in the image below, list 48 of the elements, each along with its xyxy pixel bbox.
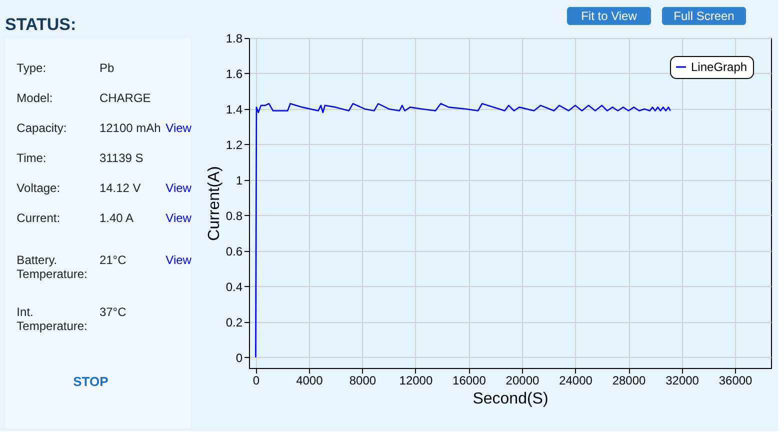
text: 21°C <box>99 253 127 267</box>
x-tick-label: 32000 <box>666 374 700 388</box>
x-tick-label: 24000 <box>559 374 593 388</box>
line-series <box>255 102 671 358</box>
y-axis-title: Current(A) <box>206 166 223 241</box>
text: View <box>166 211 192 225</box>
text: View <box>166 121 192 135</box>
x-axis-title: Second(S) <box>472 390 548 408</box>
text: Pb <box>99 61 114 75</box>
y-tick-label: 1.6 <box>226 66 243 81</box>
text: Full Screen <box>674 9 734 23</box>
text: Int. Temperature: <box>16 305 88 333</box>
x-tick-label: 36000 <box>718 374 753 388</box>
x-tick-label: 16000 <box>452 374 486 388</box>
y-tick-label: 0.4 <box>226 280 243 294</box>
x-tick-label: 0 <box>252 374 260 388</box>
text: 14.12 V <box>99 181 141 195</box>
text: Voltage: <box>16 181 60 195</box>
text: Battery. Temperature: <box>16 253 88 281</box>
text: View <box>166 253 192 267</box>
y-tick-label: 1.2 <box>226 138 243 152</box>
text: Time: <box>16 151 46 165</box>
text: 31139 S <box>99 151 144 165</box>
text: Fit to View <box>581 9 638 23</box>
text: 12100 mAh <box>99 121 161 135</box>
y-tick-label: 0.8 <box>226 208 243 223</box>
legend-label: LineGraph <box>691 60 748 74</box>
text: Capacity: <box>16 121 67 135</box>
text: View <box>166 181 192 195</box>
text: Current: <box>16 211 60 225</box>
text: 1.40 A <box>99 211 134 225</box>
text: Model: <box>16 91 53 105</box>
x-tick-label: 8000 <box>349 374 376 388</box>
y-tick-label: 1.8 <box>226 32 243 46</box>
text: 37°C <box>99 305 127 319</box>
x-tick-label: 28000 <box>612 374 646 388</box>
y-tick-label: 0 <box>236 350 243 365</box>
y-tick-label: 1.4 <box>226 102 243 116</box>
y-tick-label: 0.2 <box>226 315 243 330</box>
x-tick-label: 20000 <box>506 374 540 388</box>
text: Type: <box>16 61 46 75</box>
x-tick-label: 4000 <box>296 374 324 388</box>
y-tick-label: 1 <box>236 173 243 188</box>
x-tick-label: 12000 <box>399 374 433 388</box>
y-tick-label: 0.6 <box>226 244 243 258</box>
text: CHARGE <box>99 91 151 105</box>
text: STOP <box>73 374 109 389</box>
text: STATUS: <box>5 15 76 34</box>
